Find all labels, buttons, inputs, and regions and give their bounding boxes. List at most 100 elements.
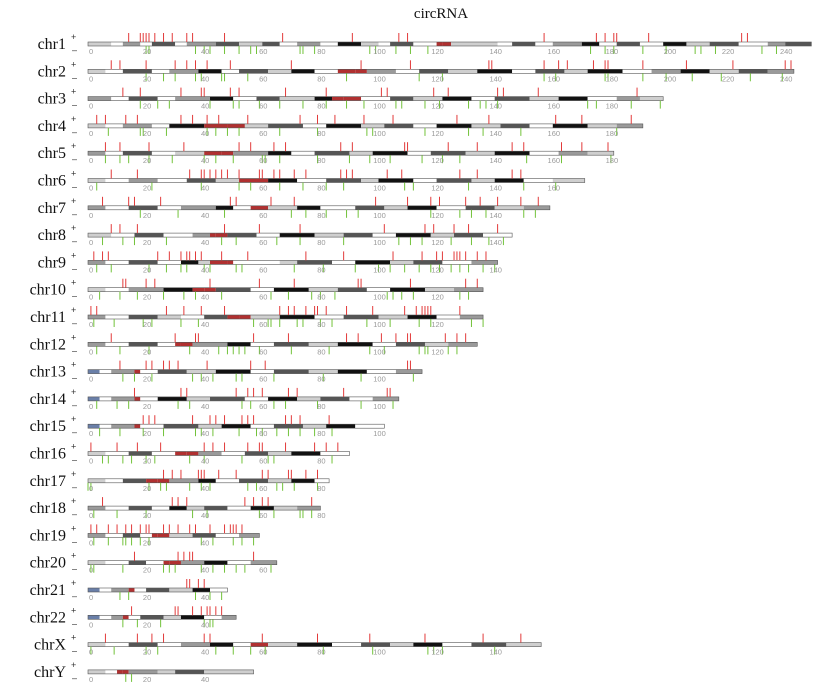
tick-label: 0 [89,47,93,56]
tick-label: 100 [373,129,386,138]
chromosome-band [308,287,338,292]
tick-label: 120 [431,648,444,657]
chromosome-band [134,396,141,401]
chromosome-band [558,96,588,101]
chromosome-band [430,151,466,156]
chromosome-band [233,96,257,101]
chromosome-band [268,151,292,156]
chromosome-band [459,315,484,319]
chromosome-band [140,424,164,429]
chromosome-outline [87,287,484,293]
tick-label: 20 [143,484,151,493]
chromosome-outline [87,560,278,566]
tick-label: 0 [89,566,93,575]
chromosome-band [535,69,565,74]
tick-label: 40 [201,211,209,220]
chromosome-band [122,615,129,620]
chromosome-outline [87,260,498,265]
tick-label: 120 [431,320,444,329]
chromosome-band [134,424,141,429]
chromosome-band [494,151,530,156]
chromosome-band [378,315,408,319]
chromosome-band [122,42,141,46]
chromosome-band [169,533,193,538]
chromosome-row-chr1: chr1 + – 0 20 40 60 80 100 120 140 160 180 200 220 240 [38,32,812,56]
chromosome-band [337,342,373,347]
chromosome-band [297,396,321,401]
chromosome-band [497,42,513,46]
chromosome-band [215,205,234,210]
chromosome-band [175,151,205,156]
chromosome-band [128,178,158,183]
chromosome-band [88,205,106,210]
chromosome-label: chrY [34,664,66,681]
chromosome-label: chr7 [38,200,66,217]
chromosome-band [413,260,443,265]
tick-label: 60 [259,402,267,411]
chromosome-label: chr5 [38,145,66,162]
chromosome-band [663,42,687,46]
tick-label: 40 [201,375,209,384]
chromosome-outline [87,505,321,511]
chromosome-band [256,233,280,238]
chromosome-band [291,451,321,456]
chromosome-band [332,96,344,101]
chromosome-band [436,42,443,46]
tick-label: 20 [143,375,151,384]
chromosome-band [128,96,158,101]
tick-label: 60 [259,102,267,111]
tick-label: 0 [89,74,93,83]
tick-label: 0 [89,375,93,384]
chromosome-band [390,260,414,265]
chromosome-band [221,615,237,620]
tick-label: 20 [143,156,151,165]
chromosome-label: chr13 [30,364,66,381]
chromosome-band [483,233,513,238]
chromosome-band [88,396,100,401]
chromosome-band [157,642,181,647]
chromosome-band [250,342,274,347]
chromosome-band [128,260,158,265]
chromosome-band [395,369,423,374]
tick-label: 80 [317,457,325,466]
tick-label: 100 [373,47,386,56]
chromosome-band [99,588,112,592]
chromosome-band [767,69,794,74]
tick-label: 20 [143,265,151,274]
chromosome-band [465,151,495,156]
tick-label: 60 [259,47,267,56]
chromosome-band [454,233,484,238]
chromosome-band [767,42,786,46]
minus-strand-label: – [72,482,77,492]
chromosome-band [407,205,437,210]
chromosome-row-chr20: chr20 + – 0 20 40 60 [30,551,278,575]
chromosome-band [128,615,141,620]
chromosome-band [616,123,643,128]
chromosome-band [581,42,600,46]
chromosome-band [151,451,176,456]
chromosome-band [337,42,362,46]
tick-label: 0 [89,484,93,493]
chromosome-outline [87,642,542,647]
chromosome-band [494,178,524,183]
tick-label: 20 [143,238,151,247]
chromosome-band [273,369,309,374]
chromosome-band [210,396,245,401]
tick-label: 0 [89,457,93,466]
chromosome-label: chr4 [38,118,66,135]
tick-label: 120 [431,129,444,138]
chromosome-band [221,451,245,456]
minus-strand-label: – [72,646,77,656]
tick-label: 80 [317,156,325,165]
chromosome-row-chr3: chr3 + – 0 20 40 60 80 100 120 140 160 180 [38,87,664,111]
chromosome-outline [87,341,478,347]
chromosome-band [88,533,106,538]
chromosome-band [198,69,222,74]
tick-label: 100 [373,156,386,165]
chromosome-band [639,42,664,46]
chromosome-band [88,478,106,483]
plus-strand-label: + [71,114,76,124]
chromosome-row-chr11: chr11 + – 0 20 40 60 80 100 120 [30,305,484,329]
chromosome-band [587,96,617,101]
chromosome-band [128,642,158,647]
